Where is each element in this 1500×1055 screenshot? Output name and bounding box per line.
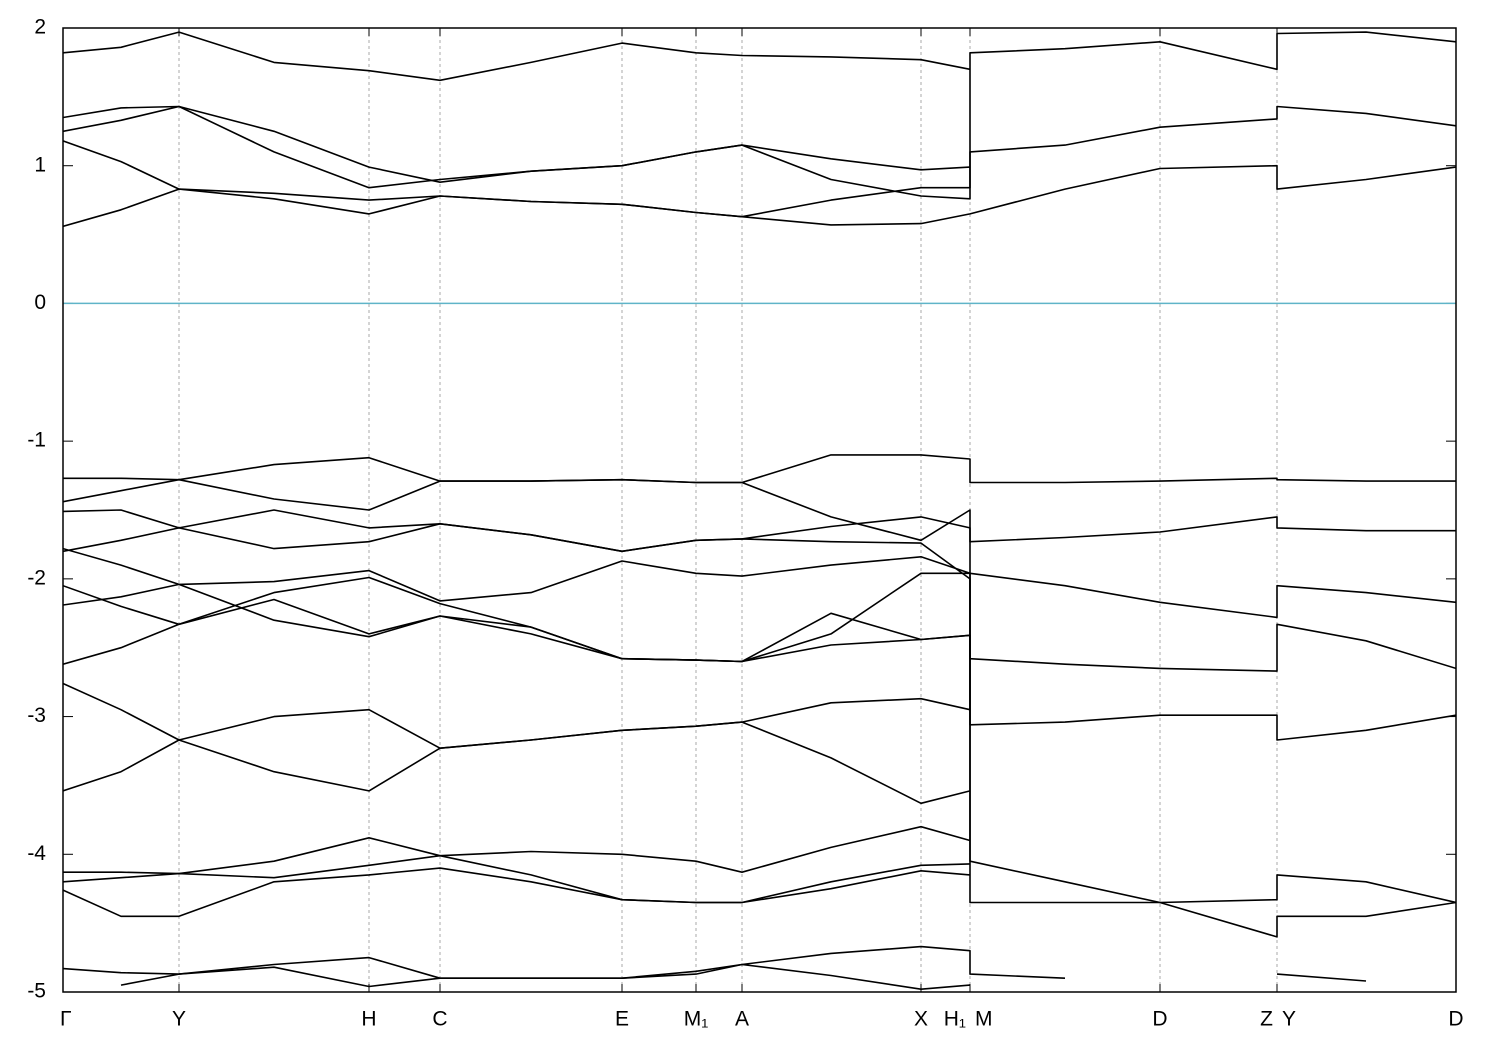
band-line: [63, 945, 1367, 982]
band-line: [63, 454, 1456, 484]
band-line: [63, 31, 1456, 200]
band-line: [63, 105, 971, 189]
band-line: [63, 31, 971, 82]
band-line: [63, 523, 1456, 672]
band-line: [63, 509, 1456, 619]
x-tick-label: H: [361, 1008, 376, 1031]
plot-frame: [62, 27, 1457, 993]
band-line: [63, 867, 971, 918]
band-line: [63, 825, 971, 875]
y-tick-label: -1: [27, 429, 46, 452]
band-line: [63, 854, 971, 904]
band-line: [63, 583, 1456, 938]
band-line: [63, 547, 1456, 741]
band-line: [63, 105, 1456, 218]
y-tick-label: -2: [27, 566, 46, 589]
x-tick-label: X: [914, 1008, 928, 1031]
band-line: [63, 598, 971, 665]
y-tick-label: 0: [34, 291, 46, 314]
x-tick-label: M₁: [684, 1008, 709, 1031]
bands: [63, 31, 1456, 990]
x-tick-label: Y: [172, 1008, 186, 1031]
band-line: [63, 721, 971, 805]
y-tick-label: -4: [27, 842, 46, 865]
band-line: [63, 682, 971, 749]
x-tick-label: Y: [1282, 1008, 1296, 1031]
x-tick-label: M: [975, 1008, 993, 1031]
x-tick-label: A: [735, 1008, 749, 1031]
x-tick-label: C: [432, 1008, 447, 1031]
band-line: [120, 963, 971, 990]
x-tick-label: D: [1448, 1008, 1463, 1031]
x-tick-label: H₁: [944, 1008, 966, 1031]
x-tick-label: D: [1152, 1008, 1167, 1031]
x-tick-label: Z: [1260, 1008, 1273, 1031]
y-tick-label: -5: [27, 980, 46, 1003]
band-line: [63, 572, 1456, 904]
y-tick-label: 1: [34, 153, 46, 176]
band-line: [63, 478, 1456, 543]
x-tick-label: Γ: [60, 1008, 72, 1031]
y-tick-label: 2: [34, 16, 46, 39]
x-tick-label: E: [615, 1008, 629, 1031]
y-tick-label: -3: [27, 704, 46, 727]
band-line: [63, 164, 1456, 228]
